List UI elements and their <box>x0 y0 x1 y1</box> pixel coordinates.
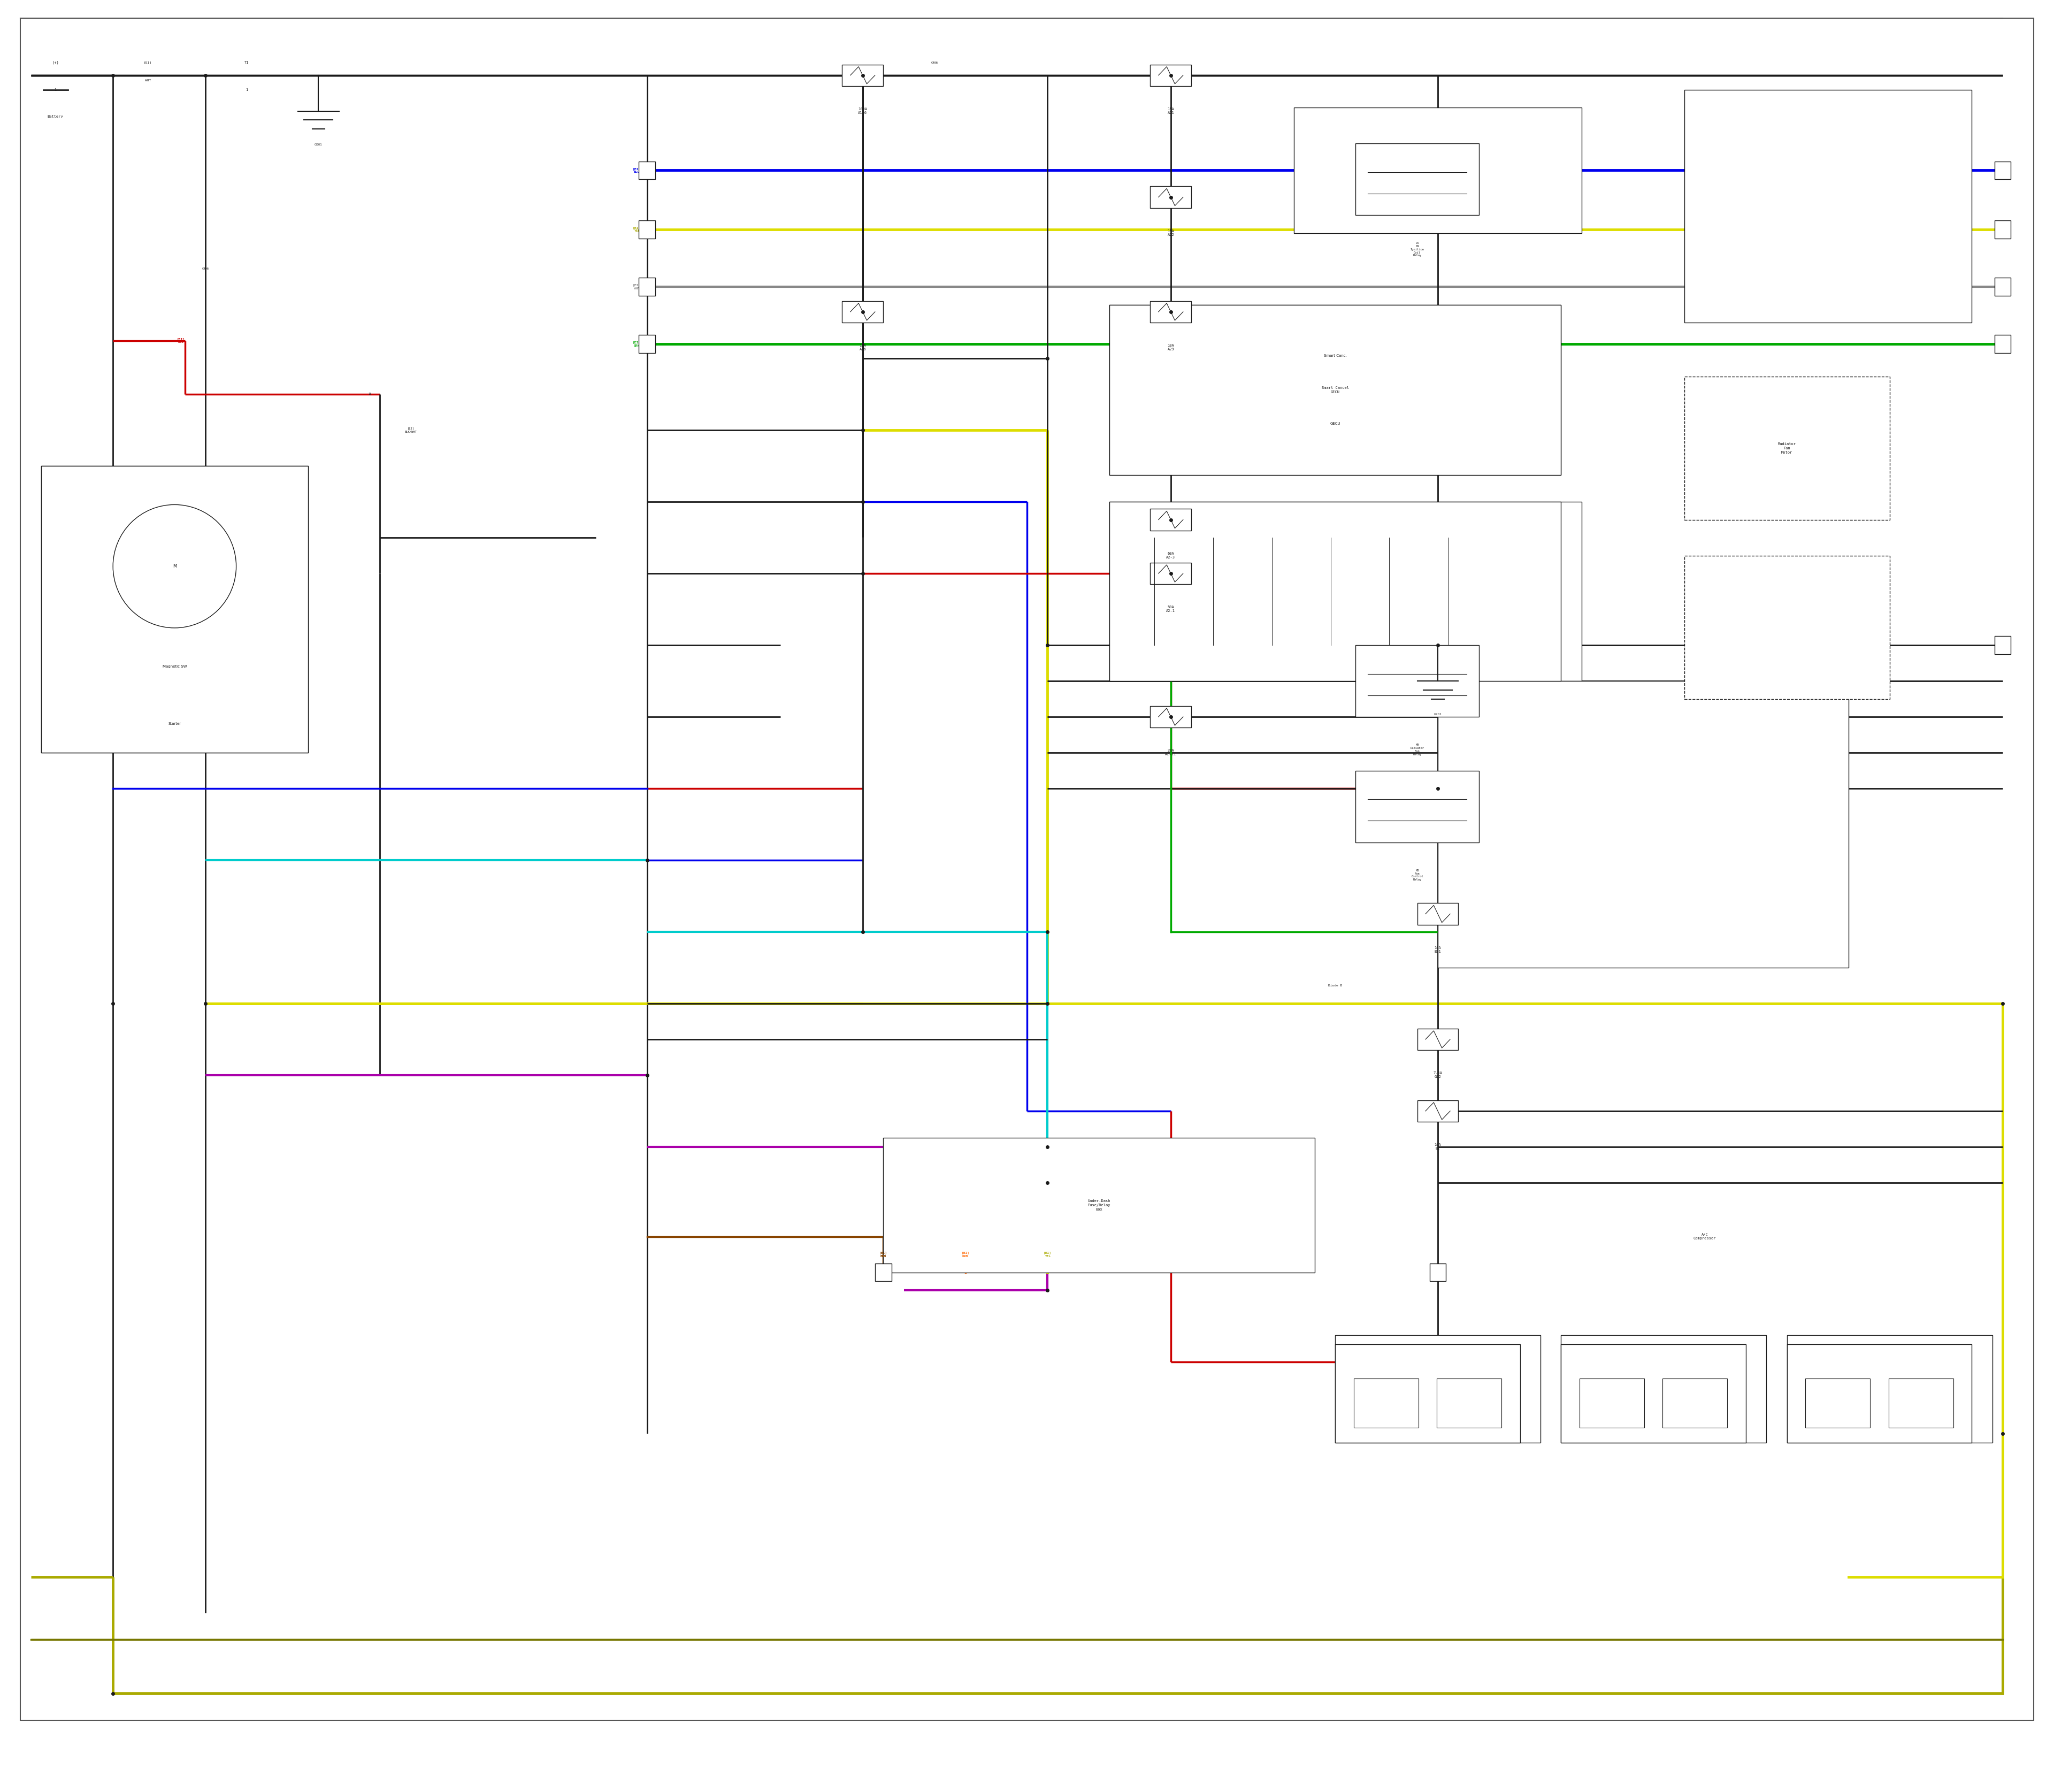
Circle shape <box>113 505 236 627</box>
Text: M9
Radiator
Fan
Relay: M9 Radiator Fan Relay <box>1411 744 1423 756</box>
Text: Magnetic SW
Starter: Magnetic SW Starter <box>162 606 187 613</box>
Bar <box>1787 1335 1992 1443</box>
Text: Magnetic SW: Magnetic SW <box>162 665 187 668</box>
Text: Starter: Starter <box>168 722 181 726</box>
Bar <box>1438 1378 1501 1428</box>
Bar <box>1109 305 1561 475</box>
Bar <box>1684 376 1890 520</box>
Bar <box>1580 1378 1643 1428</box>
Bar <box>1664 1378 1727 1428</box>
Text: 15A
A22: 15A A22 <box>1167 229 1175 237</box>
Text: 15A
A21: 15A A21 <box>1167 108 1175 115</box>
Bar <box>1994 636 2011 654</box>
Text: [EI]
YEL: [EI] YEL <box>633 226 641 233</box>
Text: C406: C406 <box>930 61 939 65</box>
Text: T1: T1 <box>244 61 249 65</box>
Bar <box>1684 90 1972 323</box>
Text: 7.5A
G22: 7.5A G22 <box>1434 1072 1442 1079</box>
Text: G001: G001 <box>314 143 322 145</box>
Text: 60A
A2-3: 60A A2-3 <box>1167 552 1175 559</box>
Text: M8
Fan
Control
Relay: M8 Fan Control Relay <box>1411 869 1423 882</box>
Text: 15A
A16: 15A A16 <box>859 344 867 351</box>
Text: [EI]
WHT: [EI] WHT <box>633 283 641 290</box>
Bar <box>1294 108 1582 233</box>
Bar <box>1150 706 1191 728</box>
Bar <box>1150 186 1191 208</box>
Bar <box>1356 143 1479 215</box>
Bar <box>1805 1378 1869 1428</box>
Bar <box>1150 65 1191 86</box>
Bar <box>1150 301 1191 323</box>
Bar <box>883 1138 1315 1272</box>
Text: Smart Canc.: Smart Canc. <box>1323 355 1347 357</box>
Bar <box>1430 1263 1446 1281</box>
Bar <box>1109 305 1561 475</box>
Text: L5
M4
Ignition
Coil
Relay: L5 M4 Ignition Coil Relay <box>1411 242 1423 256</box>
Bar <box>1335 1344 1520 1443</box>
Text: [EI]
GRN: [EI] GRN <box>633 340 641 348</box>
Text: A/C
Compressor: A/C Compressor <box>1692 1233 1717 1240</box>
Bar <box>41 466 308 753</box>
Bar <box>1684 556 1890 699</box>
Text: C406: C406 <box>201 267 210 271</box>
Bar <box>1356 645 1479 717</box>
Bar <box>1417 903 1458 925</box>
Text: PGM-FI
Main
Relay 1: PGM-FI Main Relay 1 <box>1430 165 1446 176</box>
Text: [EJ]
BLK/WHT: [EJ] BLK/WHT <box>405 426 417 434</box>
Text: [EI]
YEL: [EI] YEL <box>1043 1251 1052 1258</box>
Text: Radiator
Fan
Motor: Radiator Fan Motor <box>1779 443 1795 453</box>
Bar <box>639 161 655 179</box>
Bar <box>842 301 883 323</box>
Text: Under-Dash
Fuse/Relay
Box: Under-Dash Fuse/Relay Box <box>1087 1199 1111 1211</box>
Bar <box>41 466 308 753</box>
Text: [EI]: [EI] <box>144 61 152 65</box>
Bar <box>1994 220 2011 238</box>
Bar <box>1335 1335 1540 1443</box>
Text: 10A
B31: 10A B31 <box>1434 946 1442 953</box>
Bar <box>1994 161 2011 179</box>
Bar <box>842 65 883 86</box>
Text: [EI]
BLU: [EI] BLU <box>633 167 641 174</box>
Text: WHT: WHT <box>146 79 150 82</box>
Bar <box>639 220 655 238</box>
Bar <box>639 335 655 353</box>
Bar <box>1150 509 1191 530</box>
Bar <box>1890 1378 1953 1428</box>
Bar <box>1109 502 1582 681</box>
Text: [EI]
ORH: [EI] ORH <box>961 1251 969 1258</box>
Bar <box>1994 335 2011 353</box>
Bar <box>1109 502 1561 681</box>
Text: 10A
A29: 10A A29 <box>1167 344 1175 351</box>
Text: 1: 1 <box>53 88 58 91</box>
Text: Battery: Battery <box>47 115 64 118</box>
Text: Smart Cancel
GECU: Smart Cancel GECU <box>1321 385 1349 394</box>
Text: 15: 15 <box>368 392 372 396</box>
Text: Diode B: Diode B <box>1329 984 1341 987</box>
Bar <box>1561 1335 1766 1443</box>
Bar <box>1994 278 2011 296</box>
Bar <box>875 1263 891 1281</box>
Bar <box>1354 1378 1417 1428</box>
Text: 10A
B2: 10A B2 <box>1434 1143 1442 1150</box>
Text: 100A
A1-6: 100A A1-6 <box>859 108 867 115</box>
Text: (+): (+) <box>51 61 60 65</box>
Text: 1: 1 <box>244 88 249 91</box>
Bar <box>1417 1100 1458 1122</box>
Bar <box>1561 1344 1746 1443</box>
Text: [EI]
BRN: [EI] BRN <box>879 1251 887 1258</box>
Text: 20A
A2-11: 20A A2-11 <box>1165 749 1177 756</box>
Text: M: M <box>173 564 177 568</box>
Text: 50A
A2-1: 50A A2-1 <box>1167 606 1175 613</box>
Text: GECU: GECU <box>1329 423 1341 425</box>
Bar <box>1438 681 1849 968</box>
Bar <box>1787 1344 1972 1443</box>
Bar <box>639 278 655 296</box>
Text: G201: G201 <box>1434 713 1442 715</box>
Bar <box>1150 563 1191 584</box>
Bar <box>1356 771 1479 842</box>
Text: [EI]
RED: [EI] RED <box>177 337 185 344</box>
Bar <box>1417 1029 1458 1050</box>
